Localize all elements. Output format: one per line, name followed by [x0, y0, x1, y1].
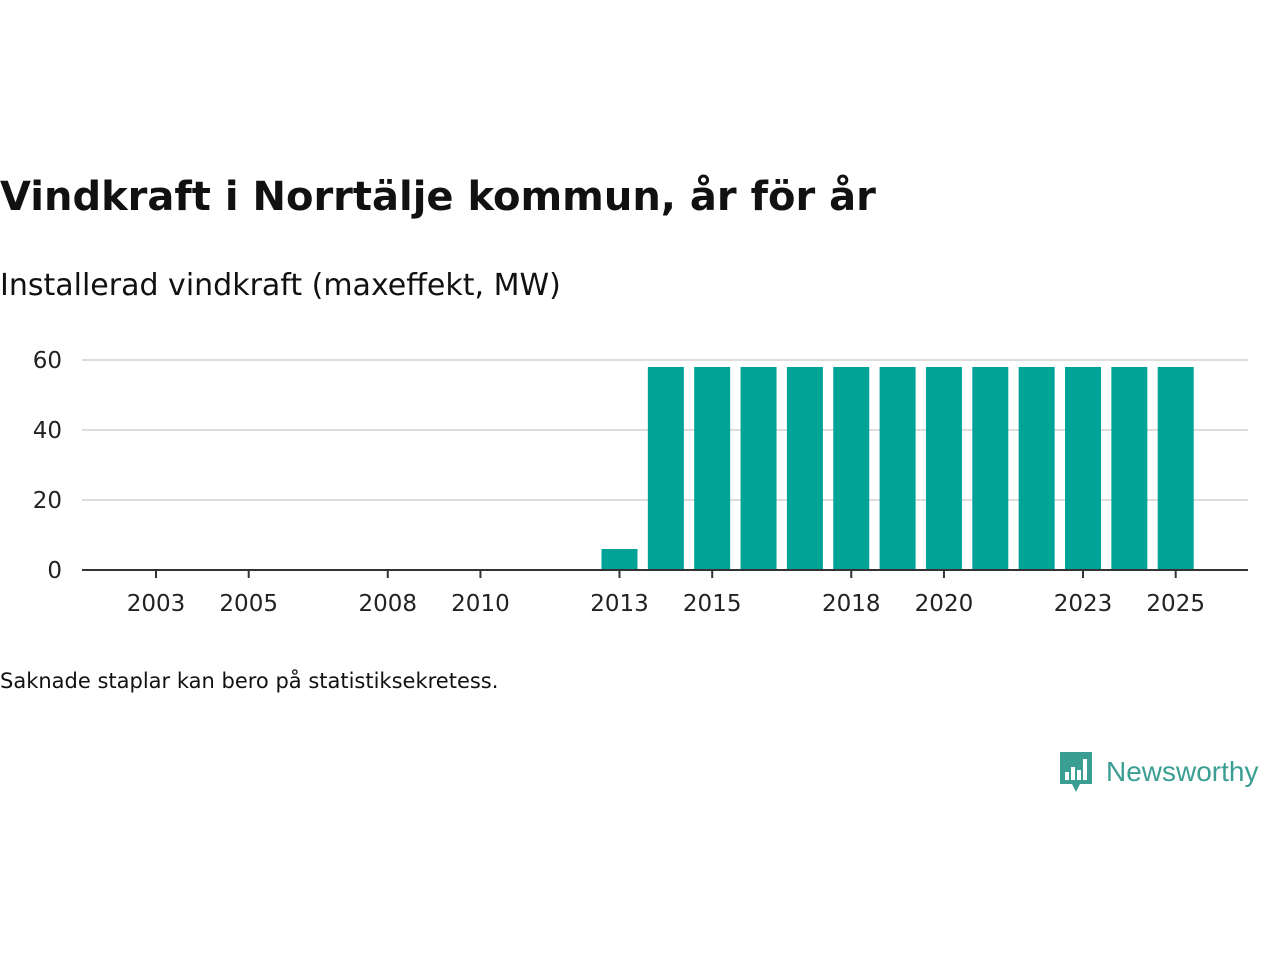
bar-2025	[1157, 367, 1194, 570]
x-tick-label: 2008	[358, 591, 417, 617]
bar-2016	[740, 367, 777, 570]
x-tick-label: 2015	[683, 591, 742, 617]
brand-name: Newsworthy	[1106, 756, 1259, 787]
bar-2022	[1018, 367, 1055, 570]
x-tick-label: 2010	[451, 591, 510, 617]
tick-labels: 0 20 40 60 2003 2005 2008 2010 2013 2015 2018 2020 2…	[33, 348, 1205, 617]
y-tick-label: 0	[47, 558, 62, 584]
newsworthy-logo-icon	[1060, 752, 1092, 792]
bar-2018	[833, 367, 870, 570]
bar-2017	[786, 367, 823, 570]
chart-subtitle: Installerad vindkraft (maxeffekt, MW)	[0, 268, 561, 303]
x-tick-label: 2018	[822, 591, 881, 617]
bar-2015	[694, 367, 731, 570]
bar-2024	[1111, 367, 1148, 570]
x-tick-label: 2020	[915, 591, 974, 617]
bar-chart: 0 20 40 60 2003 2005 2008 2010 2013 2015 2018 2020 2…	[33, 348, 1248, 617]
bar-2023	[1065, 367, 1101, 570]
footnote: Saknade staplar kan bero på statistiksek…	[0, 669, 499, 693]
bar-2021	[972, 367, 1009, 570]
bar-2014	[647, 367, 684, 570]
bars	[601, 367, 1194, 570]
chart-title: Vindkraft i Norrtälje kommun, år för år	[0, 174, 876, 220]
y-tick-label: 60	[33, 348, 62, 374]
bar-2019	[879, 367, 916, 570]
x-tick-label: 2005	[219, 591, 278, 617]
bar-2013	[601, 549, 638, 570]
bar-2020	[925, 367, 962, 570]
y-tick-label: 20	[33, 488, 62, 514]
axes	[82, 569, 1248, 578]
x-tick-label: 2025	[1146, 591, 1205, 617]
x-tick-label: 2013	[590, 591, 649, 617]
y-tick-label: 40	[33, 418, 62, 444]
x-tick-label: 2003	[127, 591, 186, 617]
x-tick-label: 2023	[1054, 591, 1113, 617]
brand-logo: Newsworthy	[1058, 748, 1258, 796]
